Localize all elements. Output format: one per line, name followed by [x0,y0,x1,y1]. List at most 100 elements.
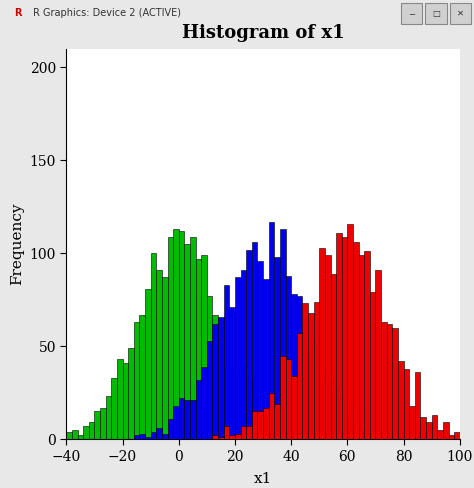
Bar [229,307,235,439]
Bar [162,434,167,439]
Bar [162,278,167,439]
Bar [190,237,196,439]
Bar [190,400,196,439]
Bar [252,396,257,439]
Bar [314,339,319,439]
Bar [347,224,353,439]
Bar [274,430,280,439]
Bar [274,257,280,439]
Bar [139,315,145,439]
Bar [392,435,398,439]
Bar [375,435,381,439]
Bar [83,426,89,439]
Bar [302,335,308,439]
Bar [94,411,100,439]
Bar [167,419,173,439]
Bar [263,407,269,439]
Bar [314,302,319,439]
Bar [218,437,224,439]
Bar [392,327,398,439]
Bar [106,396,111,439]
Bar [302,304,308,439]
Bar [235,434,241,439]
Bar [420,417,426,439]
Bar [224,285,229,439]
Bar [145,288,151,439]
Bar [291,376,297,439]
Bar [409,406,415,439]
Bar [212,324,218,439]
Title: Histogram of x1: Histogram of x1 [182,24,345,41]
Bar [353,432,359,439]
Bar [134,435,139,439]
Bar [212,435,218,439]
Text: R Graphics: Device 2 (ACTIVE): R Graphics: Device 2 (ACTIVE) [33,8,181,19]
Bar [291,294,297,439]
Bar [229,368,235,439]
Bar [403,368,409,439]
Bar [269,222,274,439]
Bar [72,430,78,439]
Bar [100,407,106,439]
Bar [224,426,229,439]
Bar [252,411,257,439]
Bar [257,261,263,439]
Bar [336,437,342,439]
Bar [218,317,224,439]
Bar [319,248,325,439]
Bar [330,387,336,439]
Bar [308,313,314,439]
Bar [387,324,392,439]
Bar [269,415,274,439]
Bar [173,406,179,439]
Bar [359,255,364,439]
Bar [257,411,263,439]
Bar [398,361,403,439]
Bar [224,317,229,439]
Bar [342,237,347,439]
Bar [297,296,302,439]
Bar [196,259,201,439]
Bar [246,426,252,439]
Bar [285,359,291,439]
Bar [66,432,72,439]
Bar [285,425,291,439]
Bar [325,380,330,439]
Bar [319,370,325,439]
Y-axis label: Frequency: Frequency [10,203,24,285]
Bar [398,437,403,439]
X-axis label: x1: x1 [254,472,272,486]
Bar [450,2,471,24]
Bar [229,435,235,439]
Bar [241,270,246,439]
Bar [353,242,359,439]
Bar [364,430,370,439]
Bar [375,270,381,439]
Bar [235,376,241,439]
Bar [207,296,212,439]
Bar [308,434,314,439]
Bar [381,322,387,439]
Bar [291,437,297,439]
Bar [128,348,134,439]
Bar [151,432,156,439]
Bar [151,253,156,439]
Text: ✕: ✕ [457,9,464,18]
Bar [370,292,375,439]
Bar [308,345,314,439]
Bar [426,423,432,439]
Bar [111,378,117,439]
Bar [336,233,342,439]
Bar [454,432,460,439]
Bar [252,242,257,439]
Bar [342,400,347,439]
Bar [330,274,336,439]
Bar [370,437,375,439]
Bar [401,2,422,24]
Bar [280,356,285,439]
Bar [117,359,123,439]
Bar [280,229,285,439]
Bar [364,251,370,439]
Bar [179,398,184,439]
Bar [359,426,364,439]
